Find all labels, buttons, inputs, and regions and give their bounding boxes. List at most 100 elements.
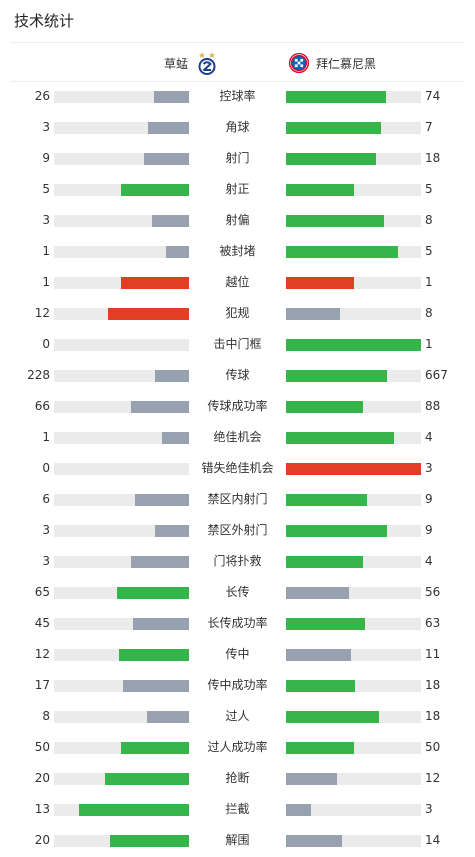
- home-bar-track: [54, 587, 189, 599]
- away-bar-fill: [286, 246, 398, 258]
- home-bar-track: [54, 277, 189, 289]
- away-value: 9: [425, 523, 433, 537]
- home-value: 5: [42, 182, 50, 196]
- away-value: 50: [425, 740, 441, 754]
- away-bar-fill: [286, 742, 354, 754]
- away-bar-track: [286, 432, 421, 444]
- stat-label: 犯规: [225, 306, 250, 320]
- stat-label: 射偏: [225, 213, 250, 227]
- away-bar-fill: [286, 184, 354, 196]
- away-value: 3: [425, 802, 433, 816]
- away-value: 8: [425, 213, 433, 227]
- home-bar-fill: [144, 153, 189, 165]
- home-bar-track: [54, 432, 189, 444]
- stat-row: 45 长传成功率 63: [0, 608, 475, 639]
- away-value: 88: [425, 399, 441, 413]
- away-value: 14: [425, 833, 441, 847]
- away-bar-track: [286, 153, 421, 165]
- stat-label: 长传成功率: [207, 616, 268, 630]
- home-bar-fill: [152, 215, 189, 227]
- stat-label: 抢断: [225, 771, 250, 785]
- home-bar-track: [54, 184, 189, 196]
- home-bar-fill: [154, 91, 189, 103]
- stat-label: 解围: [225, 833, 250, 847]
- home-value: 228: [27, 368, 50, 382]
- away-bar-fill: [286, 494, 367, 506]
- away-team[interactable]: 拜仁慕尼黑: [288, 43, 376, 83]
- home-value: 50: [34, 740, 50, 754]
- home-bar-track: [54, 153, 189, 165]
- away-bar-fill: [286, 525, 387, 537]
- home-bar-track: [54, 680, 189, 692]
- home-bar-track: [54, 835, 189, 847]
- away-bar-fill: [286, 649, 351, 661]
- away-value: 12: [425, 771, 441, 785]
- away-value: 1: [425, 337, 433, 351]
- home-bar-fill: [131, 556, 189, 568]
- away-value: 4: [425, 554, 433, 568]
- home-bar-track: [54, 556, 189, 568]
- away-value: 5: [425, 182, 433, 196]
- stat-row: 65 长传 56: [0, 577, 475, 608]
- home-bar-fill: [117, 587, 189, 599]
- home-bar-fill: [108, 308, 189, 320]
- away-bar-track: [286, 277, 421, 289]
- away-value: 667: [425, 368, 448, 382]
- home-bar-track: [54, 525, 189, 537]
- home-value: 66: [34, 399, 50, 413]
- stat-row: 1 被封堵 5: [0, 236, 475, 267]
- stat-row: 20 抢断 12: [0, 763, 475, 794]
- stat-row: 3 射偏 8: [0, 205, 475, 236]
- away-bar-track: [286, 649, 421, 661]
- home-value: 3: [42, 120, 50, 134]
- away-bar-track: [286, 215, 421, 227]
- home-bar-fill: [131, 401, 189, 413]
- stat-row: 0 击中门框 1: [0, 329, 475, 360]
- away-bar-fill: [286, 432, 394, 444]
- stat-label: 禁区外射门: [207, 523, 268, 537]
- home-bar-fill: [121, 742, 189, 754]
- home-bar-track: [54, 308, 189, 320]
- away-value: 18: [425, 678, 441, 692]
- away-bar-fill: [286, 153, 376, 165]
- away-bar-fill: [286, 711, 379, 723]
- stats-list: 26 控球率 74 3 角球 7 9 射门 18 5 射正 5 3 射偏 8 1 被封堵 5 1 越位 1 12 犯规 8 0 击…: [0, 81, 475, 856]
- stat-row: 12 传中 11: [0, 639, 475, 670]
- stat-label: 过人成功率: [207, 740, 268, 754]
- home-bar-track: [54, 463, 189, 475]
- home-value: 1: [42, 275, 50, 289]
- stat-label: 错失绝佳机会: [201, 461, 274, 475]
- stat-row: 9 射门 18: [0, 143, 475, 174]
- home-bar-fill: [121, 277, 189, 289]
- stat-row: 1 越位 1: [0, 267, 475, 298]
- home-value: 1: [42, 430, 50, 444]
- away-bar-fill: [286, 463, 421, 475]
- home-value: 9: [42, 151, 50, 165]
- home-bar-track: [54, 742, 189, 754]
- grasshopper-club-icon: [198, 52, 216, 75]
- away-bar-fill: [286, 339, 421, 351]
- away-bar-track: [286, 804, 421, 816]
- home-value: 1: [42, 244, 50, 258]
- stat-row: 26 控球率 74: [0, 81, 475, 112]
- home-value: 20: [34, 833, 50, 847]
- stat-label: 控球率: [219, 89, 256, 103]
- stat-row: 20 解围 14: [0, 825, 475, 856]
- home-team[interactable]: 草蜢: [164, 43, 218, 83]
- home-bar-fill: [155, 370, 189, 382]
- away-bar-track: [286, 835, 421, 847]
- away-bar-fill: [286, 587, 349, 599]
- away-bar-fill: [286, 401, 363, 413]
- away-value: 74: [425, 89, 441, 103]
- stat-label: 长传: [225, 585, 250, 599]
- away-bar-track: [286, 494, 421, 506]
- away-bar-fill: [286, 277, 354, 289]
- stat-row: 50 过人成功率 50: [0, 732, 475, 763]
- away-bar-fill: [286, 215, 384, 227]
- home-value: 3: [42, 523, 50, 537]
- away-bar-fill: [286, 680, 355, 692]
- away-bar-track: [286, 556, 421, 568]
- stat-row: 228 传球 667: [0, 360, 475, 391]
- home-bar-fill: [119, 649, 189, 661]
- away-bar-track: [286, 742, 421, 754]
